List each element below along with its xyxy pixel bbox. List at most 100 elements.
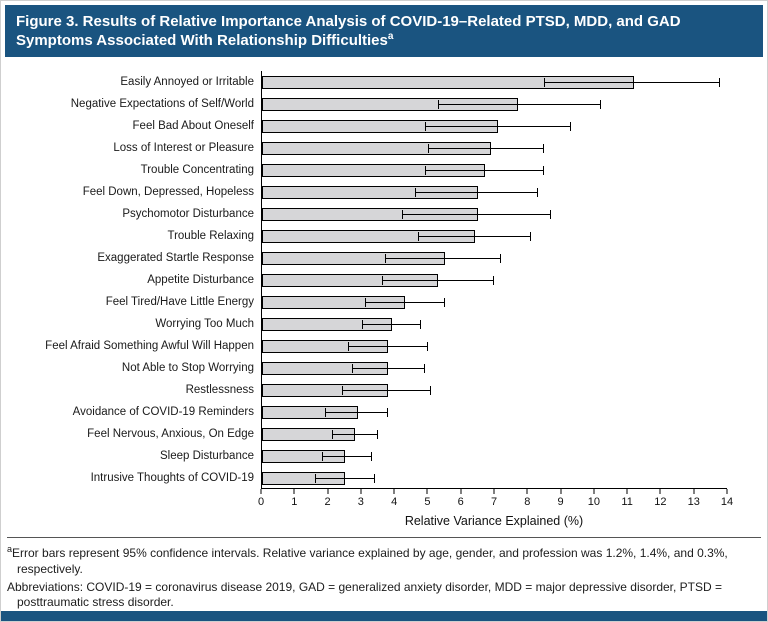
- error-bar-line: [322, 456, 371, 458]
- x-axis-tick: [393, 489, 395, 495]
- x-axis-tick-label: 3: [357, 496, 364, 509]
- category-label: Feel Nervous, Anxious, On Edge: [87, 428, 254, 441]
- category-label: Feel Down, Depressed, Hopeless: [82, 186, 254, 199]
- x-axis-tick: [260, 489, 262, 495]
- error-bar: [544, 77, 721, 87]
- category-label: Trouble Relaxing: [167, 230, 254, 243]
- x-axis-tick-label: 14: [720, 496, 734, 509]
- error-bar-line: [349, 346, 428, 348]
- figure-title-superscript: a: [387, 31, 394, 43]
- x-axis-tick-label: 7: [490, 496, 498, 509]
- error-bar: [348, 341, 429, 351]
- x-axis-tick-label: 10: [587, 496, 600, 509]
- error-bar: [424, 121, 571, 131]
- error-bar-line: [425, 170, 544, 172]
- error-bar: [321, 451, 372, 461]
- x-axis-tick: [460, 489, 462, 495]
- error-bar-line: [316, 478, 374, 480]
- error-bar-line: [402, 214, 550, 216]
- x-axis-tick: [626, 489, 628, 495]
- x-axis-tick: [726, 489, 728, 495]
- category-label: Sleep Disturbance: [160, 450, 254, 463]
- error-bar: [401, 209, 551, 219]
- category-label: Trouble Concentrating: [140, 164, 254, 177]
- error-bar: [438, 99, 601, 109]
- footnotes: aError bars represent 95% confidence int…: [7, 537, 761, 610]
- error-bar-line: [545, 82, 720, 84]
- footnote-a-text: Error bars represent 95% confidence inte…: [12, 546, 728, 576]
- footnote-abbreviations: Abbreviations: COVID-19 = coronavirus di…: [7, 579, 723, 610]
- error-bar: [428, 143, 545, 153]
- error-bar: [418, 231, 532, 241]
- error-bar: [351, 363, 425, 373]
- category-label: Intrusive Thoughts of COVID-19: [90, 472, 254, 485]
- x-axis-tick-label: 11: [621, 496, 633, 509]
- category-label: Negative Expectations of Self/World: [70, 98, 254, 111]
- bottom-accent-bar: [1, 611, 767, 621]
- x-axis: 0 1 2 3 4 5 6 7 8 9 10 11 12 13 14: [257, 489, 733, 511]
- error-bar-line: [425, 126, 570, 128]
- x-axis-tick-label: 13: [687, 496, 700, 509]
- error-bar: [341, 385, 432, 395]
- error-bar: [325, 407, 389, 417]
- x-axis-tick: [560, 489, 562, 495]
- x-axis-tick: [693, 489, 695, 495]
- footnote-a-superscript: a: [7, 544, 13, 555]
- x-axis-tick-label: 2: [324, 496, 331, 509]
- x-axis-tick: [327, 489, 329, 495]
- error-bar: [424, 165, 545, 175]
- error-bar: [315, 473, 375, 483]
- error-bar-line: [429, 148, 544, 150]
- category-label: Feel Tired/Have Little Energy: [105, 296, 254, 309]
- x-axis-tick: [360, 489, 362, 495]
- category-label: Feel Bad About Oneself: [132, 120, 254, 133]
- figure-title-banner: Figure 3. Results of Relative Importance…: [5, 5, 763, 58]
- x-axis-tick: [426, 489, 428, 495]
- category-label: Worrying Too Much: [155, 318, 254, 331]
- error-bar-line: [362, 324, 421, 326]
- x-axis-tick-label: 12: [654, 496, 667, 509]
- error-bar-line: [326, 412, 388, 414]
- error-bar-line: [415, 192, 537, 194]
- x-axis-tick: [493, 489, 495, 495]
- error-bar-line: [419, 236, 531, 238]
- category-label: Not Able to Stop Worrying: [121, 362, 254, 375]
- figure-title: Figure 3. Results of Relative Importance…: [16, 13, 681, 50]
- error-bar-line: [382, 280, 494, 282]
- error-bar-line: [332, 434, 378, 436]
- error-bar: [381, 275, 495, 285]
- x-axis-title: Relative Variance Explained (%): [404, 514, 584, 529]
- x-axis-tick: [526, 489, 528, 495]
- error-bar-line: [385, 258, 501, 260]
- footnote-a: aError bars represent 95% confidence int…: [7, 544, 761, 577]
- category-label: Avoidance of COVID-19 Reminders: [72, 406, 254, 419]
- x-axis-tick-label: 5: [424, 496, 431, 509]
- error-bar: [361, 319, 422, 329]
- x-axis-tick-label: 6: [457, 496, 464, 509]
- category-label: Loss of Interest or Pleasure: [113, 142, 254, 155]
- error-bar-line: [365, 302, 444, 304]
- x-axis-tick-label: 4: [391, 496, 398, 509]
- error-bar: [384, 253, 502, 263]
- x-axis-tick: [293, 489, 295, 495]
- x-axis-tick-label: 9: [557, 496, 564, 509]
- category-label: Feel Afraid Something Awful Will Happen: [45, 340, 254, 353]
- category-labels: Easily Annoyed or Irritable Negative Expe…: [9, 71, 261, 489]
- x-axis-tick: [659, 489, 661, 495]
- error-bar: [364, 297, 445, 307]
- plot-area: [261, 71, 727, 490]
- category-label: Easily Annoyed or Irritable: [120, 76, 254, 89]
- error-bar-line: [342, 390, 431, 392]
- error-bar-line: [352, 368, 424, 370]
- bar-chart: Easily Annoyed or Irritable Negative Expe…: [9, 71, 733, 529]
- category-label: Appetite Disturbance: [147, 274, 254, 287]
- x-axis-tick-label: 0: [257, 496, 265, 509]
- x-axis-tick-label: 1: [291, 496, 298, 509]
- error-bar: [331, 429, 379, 439]
- error-bar: [414, 187, 538, 197]
- category-label: Restlessness: [185, 384, 254, 397]
- x-axis-tick-label: 8: [524, 496, 531, 509]
- category-label: Psychomotor Disturbance: [122, 208, 254, 221]
- error-bar-line: [439, 104, 600, 106]
